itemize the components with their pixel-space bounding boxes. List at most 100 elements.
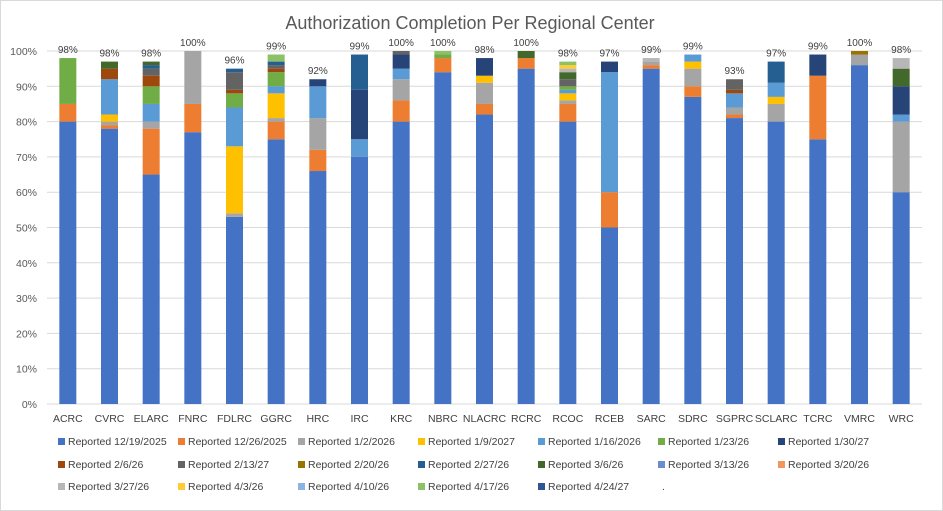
bar-stack-wrc: [892, 58, 910, 404]
bar-segment: [559, 72, 577, 80]
legend-item: Reported 1/2/2026: [298, 436, 395, 448]
legend-swatch: [58, 438, 65, 445]
y-tick-label: 40%: [16, 258, 37, 270]
legend-label: Reported 2/6/26: [68, 459, 143, 471]
category-label: RCOC: [552, 413, 583, 425]
category-label: IRC: [350, 413, 369, 425]
legend-swatch: [658, 461, 665, 468]
category-label: KRC: [390, 413, 413, 425]
total-label: 98%: [891, 45, 911, 56]
bar-segment: [226, 213, 243, 217]
category-label: ACRC: [53, 413, 83, 425]
legend-item: Reported 12/26/2025: [178, 436, 287, 448]
legend-item: Reported 4/17/26: [418, 481, 509, 493]
bar-segment: [559, 65, 577, 69]
bar-segment: [892, 68, 910, 87]
chart-title: Authorization Completion Per Regional Ce…: [285, 13, 654, 33]
total-label: 93%: [724, 66, 744, 77]
category-label: FNRC: [178, 413, 208, 425]
bar-segment: [851, 65, 868, 405]
bar-segment: [851, 51, 868, 55]
total-label: 97%: [599, 49, 619, 60]
y-axis-ticks: 0% 10% 20% 30% 40% 50% 60% 70% 80% 90% 100%: [10, 46, 37, 411]
bar-segment: [684, 96, 702, 404]
bar-segment: [142, 61, 160, 66]
bar-segment: [642, 61, 660, 66]
y-tick-label: 20%: [16, 328, 37, 340]
total-label: 99%: [266, 42, 286, 53]
bar-segment: [226, 216, 243, 404]
category-label: FDLRC: [217, 413, 252, 425]
bar-segment: [351, 139, 368, 157]
legend-extra-mark: .: [662, 481, 665, 493]
legend-swatch: [178, 483, 185, 490]
bar-segment: [726, 89, 743, 94]
legend-item: Reported 4/10/26: [298, 481, 389, 493]
bar-stack-ggrc: [267, 54, 285, 404]
bar-segment: [392, 54, 410, 69]
total-label: 99%: [683, 42, 703, 53]
bar-stack-rceb: [601, 61, 618, 404]
bar-segment: [601, 61, 618, 73]
bar-segment: [726, 79, 743, 90]
bar-segment: [726, 114, 743, 119]
total-label: 99%: [808, 42, 828, 53]
bar-segment: [434, 58, 452, 73]
bar-segment: [559, 86, 577, 90]
legend-item: Reported 1/30/27: [778, 436, 869, 448]
bar-segment: [226, 72, 243, 90]
bar-segment: [267, 139, 285, 404]
bar-segment: [684, 86, 702, 97]
legend-item: Reported 3/27/26: [58, 481, 149, 493]
legend-label: Reported 2/13/27: [188, 459, 269, 471]
bar-segment: [809, 75, 827, 140]
y-tick-label: 50%: [16, 223, 37, 235]
bar-segment: [267, 86, 285, 94]
bar-segment: [476, 114, 493, 404]
category-label: SDRC: [678, 413, 708, 425]
bar-segment: [226, 93, 243, 108]
total-label: 98%: [474, 45, 494, 56]
bar-segment: [142, 86, 160, 104]
bar-segment: [559, 89, 577, 94]
category-label: ELARC: [134, 413, 169, 425]
bar-segment: [434, 72, 452, 405]
category-label: VMRC: [844, 413, 875, 425]
bar-segment: [267, 68, 285, 73]
legend-label: Reported 3/27/26: [68, 481, 149, 493]
bar-segment: [392, 68, 410, 80]
bar-segment: [184, 51, 202, 104]
bar-segment: [767, 96, 785, 104]
bar-segment: [59, 103, 77, 122]
bar-segment: [142, 65, 160, 69]
bar-segment: [767, 121, 785, 404]
bar-segment: [767, 82, 785, 97]
legend-swatch: [58, 483, 65, 490]
bar-segment: [726, 107, 743, 115]
bar-segment: [684, 68, 702, 87]
bar-stack-irc: [351, 54, 368, 404]
bar-segment: [392, 51, 410, 55]
bar-segment: [59, 58, 77, 104]
legend-item: Reported 4/24/27: [538, 481, 629, 493]
bar-segment: [142, 75, 160, 87]
y-tick-label: 0%: [22, 399, 37, 411]
bar-segment: [101, 68, 118, 80]
total-label: 100%: [430, 38, 456, 49]
total-label: 98%: [141, 49, 161, 60]
bar-segment: [642, 58, 660, 62]
bar-segment: [101, 61, 118, 69]
legend-item: Reported 1/16/2026: [538, 436, 641, 448]
legend-label: Reported 12/26/2025: [188, 436, 287, 448]
category-label: GGRC: [260, 413, 292, 425]
bar-segment: [559, 100, 577, 104]
total-labels: 98% 98% 98% 100% 96% 99% 92% 99% 100% 100% 98% 100%…: [58, 38, 911, 77]
category-label: RCRC: [511, 413, 542, 425]
bar-stack-sarc: [642, 58, 660, 405]
total-label: 97%: [766, 49, 786, 60]
total-label: 96%: [224, 56, 244, 67]
bar-segment: [101, 79, 118, 115]
total-label: 98%: [558, 49, 578, 60]
legend-swatch: [298, 461, 305, 468]
